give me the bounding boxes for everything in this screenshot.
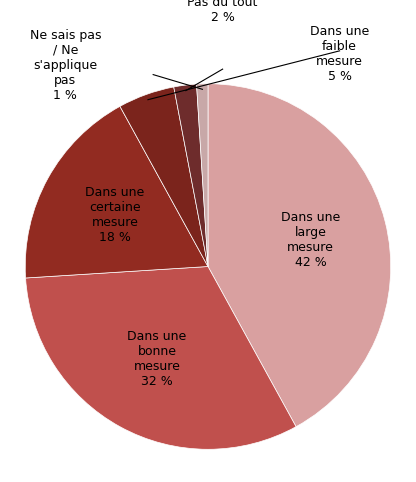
Text: Dans une
faible
mesure
5 %: Dans une faible mesure 5 % (310, 25, 369, 83)
Text: Ne sais pas
/ Ne
s'applique
pas
1 %: Ne sais pas / Ne s'applique pas 1 % (30, 29, 101, 102)
Wedge shape (174, 84, 208, 267)
Wedge shape (208, 84, 391, 427)
Wedge shape (120, 87, 208, 267)
Text: Pas du tout
2 %: Pas du tout 2 % (188, 0, 258, 24)
Text: Dans une
large
mesure
42 %: Dans une large mesure 42 % (281, 211, 340, 269)
Wedge shape (25, 267, 296, 449)
Text: Dans une
bonne
mesure
32 %: Dans une bonne mesure 32 % (127, 331, 186, 388)
Wedge shape (25, 107, 208, 278)
Text: Dans une
certaine
mesure
18 %: Dans une certaine mesure 18 % (85, 187, 145, 244)
Wedge shape (196, 84, 208, 267)
